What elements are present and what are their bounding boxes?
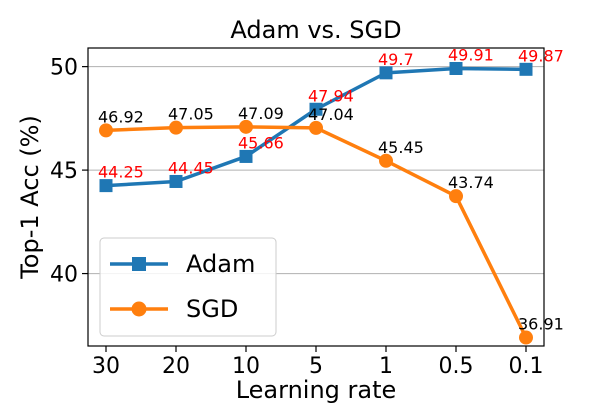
data-point bbox=[449, 189, 463, 204]
plot-frame bbox=[87, 47, 545, 347]
data-label: 49.91 bbox=[448, 45, 494, 64]
data-point bbox=[99, 123, 113, 138]
x-tick-label: 1 bbox=[379, 354, 393, 379]
data-point bbox=[519, 62, 533, 76]
data-label: 47.04 bbox=[308, 105, 354, 124]
x-ticks: 30 20 10 5 1 0.5 0.1 bbox=[92, 346, 544, 379]
data-label: 46.92 bbox=[98, 107, 144, 126]
legend-marker bbox=[132, 257, 146, 271]
legend-item-sgd: SGD bbox=[110, 295, 238, 323]
x-tick-label: 0.5 bbox=[439, 354, 474, 379]
x-tick-label: 30 bbox=[92, 354, 120, 379]
data-label: 47.09 bbox=[238, 104, 284, 123]
legend: Adam SGD bbox=[99, 237, 277, 337]
x-tick-label: 5 bbox=[309, 354, 323, 379]
data-label: 44.25 bbox=[98, 163, 144, 182]
data-point bbox=[99, 179, 113, 193]
x-axis-label: Learning rate bbox=[236, 376, 397, 404]
y-tick-label: 50 bbox=[50, 56, 78, 81]
data-point bbox=[309, 120, 323, 135]
data-point bbox=[379, 153, 393, 168]
data-point bbox=[519, 330, 533, 345]
series-sgd bbox=[99, 119, 533, 345]
data-label: 49.87 bbox=[518, 46, 564, 65]
y-ticks: 40 45 50 bbox=[50, 56, 88, 288]
data-point bbox=[309, 102, 323, 116]
data-label: 44.45 bbox=[168, 158, 214, 177]
y-tick-label: 40 bbox=[50, 263, 78, 288]
y-tick-label: 45 bbox=[50, 159, 78, 184]
series-area bbox=[99, 61, 533, 345]
data-label: 49.7 bbox=[378, 50, 414, 69]
y-axis-label: Top-1 Acc (%) bbox=[16, 115, 44, 280]
legend-item-adam: Adam bbox=[110, 250, 255, 278]
data-point bbox=[449, 61, 463, 75]
data-point bbox=[379, 66, 393, 80]
x-tick-label: 20 bbox=[162, 354, 190, 379]
data-point bbox=[169, 120, 183, 135]
data-labels: 44.25 44.45 45.66 47.94 49.7 49.91 49.87 46.92 4… bbox=[98, 45, 564, 333]
legend-label: Adam bbox=[186, 250, 255, 278]
data-label: 47.05 bbox=[168, 105, 214, 124]
data-label: 36.91 bbox=[518, 315, 564, 334]
data-point bbox=[239, 149, 253, 163]
data-label: 45.45 bbox=[378, 138, 424, 157]
x-tick-label: 10 bbox=[232, 354, 260, 379]
data-point bbox=[169, 174, 183, 188]
data-label: 43.74 bbox=[448, 173, 494, 192]
legend-label: SGD bbox=[186, 295, 238, 323]
data-label: 47.94 bbox=[308, 86, 354, 105]
data-label: 45.66 bbox=[238, 133, 284, 152]
legend-marker bbox=[131, 301, 147, 317]
x-tick-label: 0.1 bbox=[509, 354, 544, 379]
data-point bbox=[239, 119, 253, 134]
chart-title: Adam vs. SGD bbox=[230, 16, 401, 44]
series-adam bbox=[99, 61, 533, 193]
